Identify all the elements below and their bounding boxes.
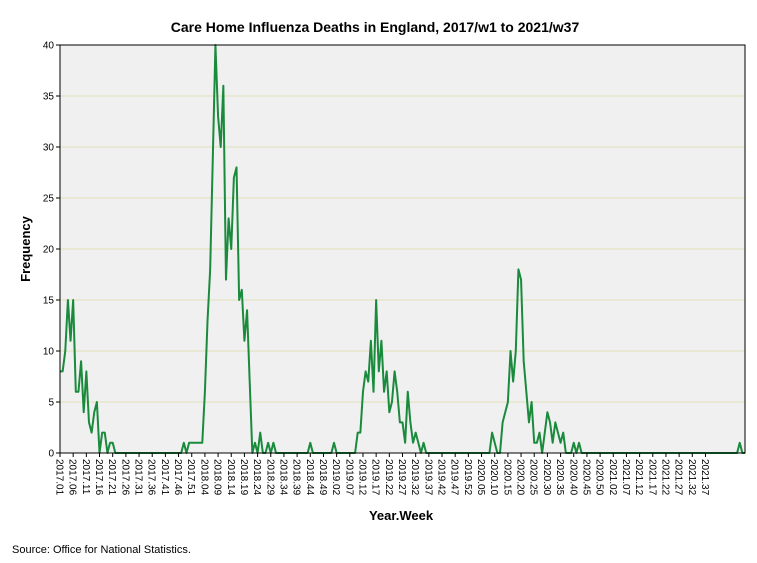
x-tick-label: 2021.37	[699, 459, 710, 496]
x-tick-label: 2017.51	[185, 459, 196, 496]
x-tick-label: 2019.07	[343, 459, 354, 496]
x-tick-label: 2018.09	[212, 459, 223, 496]
x-tick-label: 2020.45	[580, 459, 591, 496]
x-tick-label: 2021.02	[607, 459, 618, 496]
x-tick-label: 2020.40	[567, 459, 578, 496]
y-tick-label: 35	[43, 92, 55, 103]
x-tick-label: 2017.41	[159, 459, 170, 496]
y-tick-label: 25	[43, 194, 55, 205]
x-tick-label: 2020.05	[475, 459, 486, 496]
x-tick-label: 2018.24	[251, 459, 262, 496]
y-tick-label: 30	[43, 143, 55, 154]
x-tick-label: 2018.49	[317, 459, 328, 496]
x-tick-label: 2021.27	[673, 459, 684, 496]
x-tick-label: 2019.42	[436, 459, 447, 496]
x-tick-label: 2020.10	[488, 459, 499, 496]
x-axis-label: Year.Week	[369, 508, 434, 523]
x-tick-label: 2021.32	[686, 459, 697, 496]
x-tick-label: 2019.37	[422, 459, 433, 496]
x-tick-label: 2017.46	[172, 459, 183, 496]
x-tick-label: 2018.19	[238, 459, 249, 496]
x-tick-label: 2018.44	[304, 459, 315, 496]
x-tick-label: 2021.07	[620, 459, 631, 496]
x-tick-label: 2017.01	[54, 459, 65, 496]
x-tick-label: 2020.35	[554, 459, 565, 496]
axes	[56, 44, 746, 457]
x-tick-labels: 2017.01 2017.06 2017.11 2017.16 2017.21 2017.…	[54, 459, 710, 496]
x-tick-label: 2021.22	[659, 459, 670, 496]
x-tick-label: 2018.04	[198, 459, 209, 496]
x-tick-label: 2017.36	[146, 459, 157, 496]
x-tick-label: 2019.22	[383, 459, 394, 496]
y-tick-label: 40	[43, 41, 55, 52]
x-tick-label: 2017.11	[80, 459, 91, 495]
x-tick-label: 2017.31	[133, 459, 144, 496]
x-tick-label: 2017.16	[93, 459, 104, 496]
x-tick-label: 2019.02	[330, 459, 341, 496]
y-tick-labels: 0 5 10 15 20 25 30 35 40	[43, 41, 55, 460]
x-tick-label: 2017.26	[119, 459, 130, 496]
y-tick-label: 5	[48, 398, 54, 409]
x-tick-label: 2020.30	[541, 459, 552, 496]
source-note: Source: Office for National Statistics.	[12, 544, 191, 556]
x-tick-label: 2019.17	[370, 459, 381, 496]
x-tick-label: 2018.14	[225, 459, 236, 496]
x-tick-label: 2020.50	[594, 459, 605, 496]
x-tick-label: 2021.12	[633, 459, 644, 496]
y-tick-label: 0	[48, 449, 54, 460]
x-tick-label: 2020.20	[515, 459, 526, 496]
y-tick-label: 15	[43, 296, 55, 307]
chart-title: Care Home Influenza Deaths in England, 2…	[171, 19, 580, 35]
x-tick-label: 2021.17	[646, 459, 657, 496]
x-tick-label: 2019.32	[409, 459, 420, 496]
y-tick-label: 20	[43, 245, 55, 256]
x-tick-label: 2019.47	[449, 459, 460, 496]
x-tick-label: 2018.34	[277, 459, 288, 496]
x-tick-label: 2017.21	[106, 459, 117, 496]
x-tick-label: 2018.29	[264, 459, 275, 496]
x-tick-label: 2019.27	[396, 459, 407, 496]
x-tick-label: 2020.15	[501, 459, 512, 496]
y-axis-label: Frequency	[18, 215, 33, 282]
x-tick-label: 2018.39	[291, 459, 302, 496]
x-tick-label: 2019.12	[356, 459, 367, 496]
x-tick-label: 2017.06	[67, 459, 78, 496]
x-tick-label: 2020.25	[528, 459, 539, 496]
x-tick-label: 2019.52	[462, 459, 473, 496]
y-tick-label: 10	[43, 347, 55, 358]
